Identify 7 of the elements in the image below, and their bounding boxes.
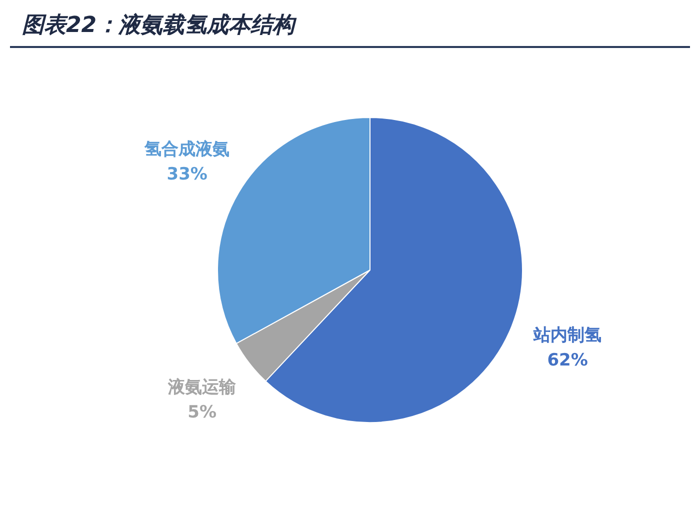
chart-title: 图表22：液氨载氢成本结构 [22,12,295,40]
data-label: 33% [166,164,208,184]
slice-label: 氢合成液氨 [144,139,230,160]
slice-label: 站内制氢 [532,326,602,346]
data-label: 62% [547,350,588,371]
slice-label: 液氨运输 [167,378,238,398]
data-label: 5% [188,402,217,423]
